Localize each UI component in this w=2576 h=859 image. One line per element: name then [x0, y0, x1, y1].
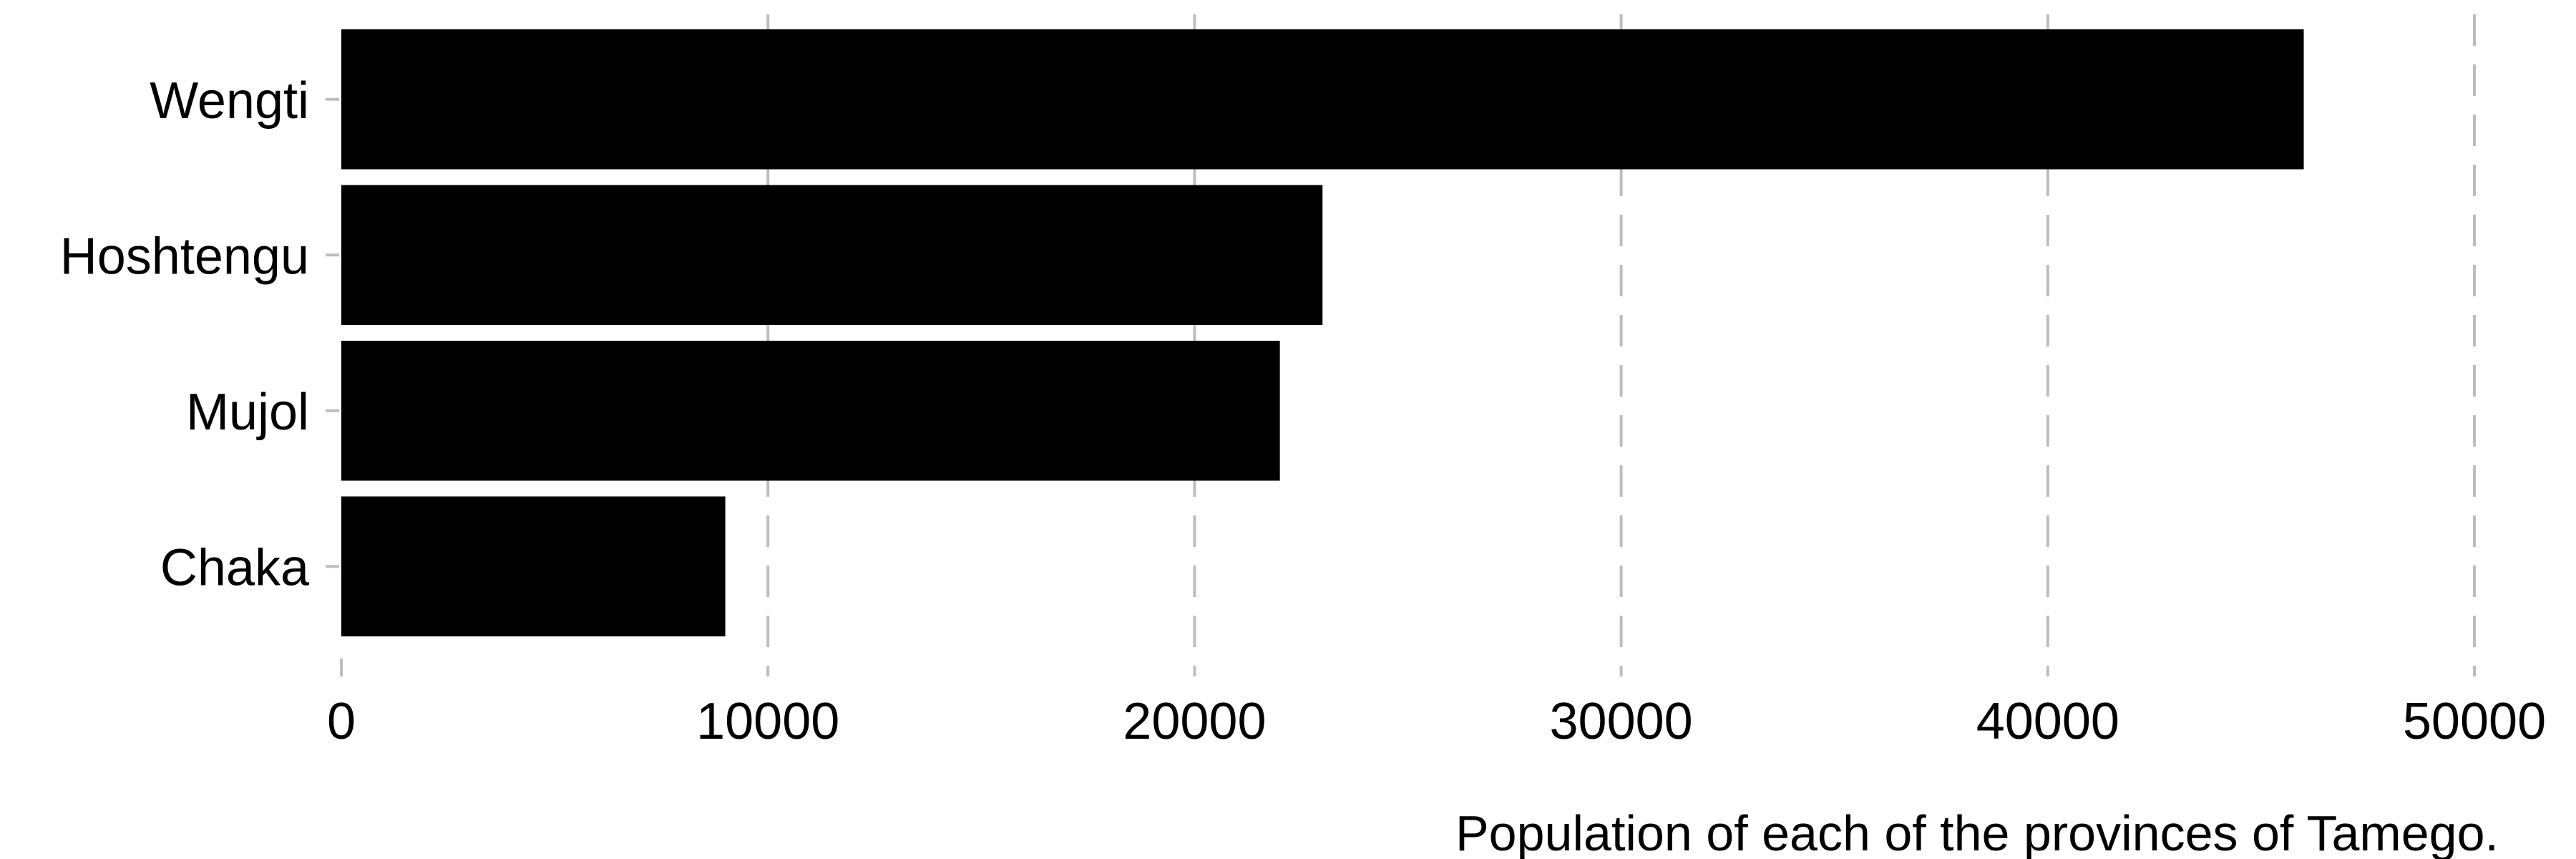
bar-chaka	[341, 496, 726, 636]
bar-wengti	[341, 29, 2304, 170]
x-axis-title: Population of each of the provinces of T…	[1455, 805, 2499, 859]
y-axis-ticks: Wengti Hoshtengu Mujol Chaka	[60, 72, 339, 596]
x-tick-label: 50000	[2403, 693, 2546, 750]
category-label-mujol: Mujol	[186, 384, 309, 441]
x-tick-label: 10000	[696, 693, 839, 750]
category-label-chaka: Chaka	[160, 539, 310, 596]
x-tick-label: 20000	[1123, 693, 1266, 750]
bars	[341, 29, 2304, 636]
x-tick-label: 40000	[1976, 693, 2119, 750]
x-tick-label: 0	[327, 693, 356, 750]
x-axis-ticks: 0 10000 20000 30000 40000 50000	[327, 659, 2546, 750]
x-tick-label: 30000	[1549, 693, 1692, 750]
category-label-hoshtengu: Hoshtengu	[60, 228, 309, 285]
category-label-wengti: Wengti	[150, 72, 309, 130]
bar-mujol	[341, 341, 1280, 481]
bar-hoshtengu	[341, 185, 1323, 325]
